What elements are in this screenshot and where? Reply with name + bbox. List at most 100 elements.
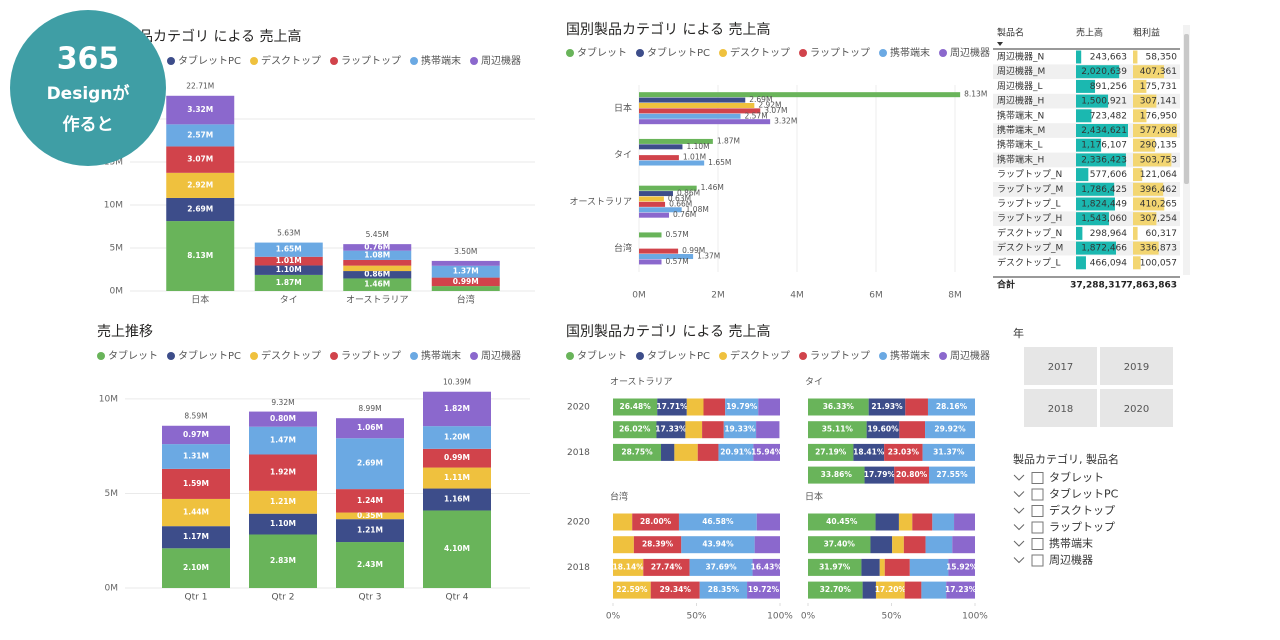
- data-label: 19.60%: [867, 425, 899, 434]
- bar-segment: [922, 443, 975, 461]
- bar-segment: [162, 425, 230, 445]
- checkbox[interactable]: [1031, 554, 1044, 567]
- bar-segment: [633, 536, 682, 554]
- chart-title: 売上推移: [97, 324, 153, 340]
- data-label: 1.08M: [686, 205, 709, 214]
- data-label: 1.17M: [183, 532, 209, 541]
- sort-indicator: [997, 42, 1003, 46]
- year-tile[interactable]: [1100, 347, 1173, 385]
- table-cell: 175,731: [1140, 82, 1177, 92]
- slicer-item[interactable]: ラップトップ: [1049, 521, 1115, 534]
- data-label: 19.33%: [724, 425, 756, 434]
- year-tile[interactable]: [1024, 347, 1097, 385]
- y-tick-label: タイ: [614, 150, 632, 161]
- checkbox[interactable]: [1031, 538, 1044, 550]
- data-bar: [1133, 124, 1177, 137]
- year-option[interactable]: 2020: [1124, 404, 1149, 415]
- checkbox[interactable]: [1031, 521, 1044, 534]
- checkbox[interactable]: [1031, 505, 1044, 517]
- slicer-item[interactable]: 携帯端末: [1049, 536, 1093, 550]
- bar-segment: [875, 581, 905, 599]
- slicer-item[interactable]: タブレット: [1049, 470, 1104, 484]
- bar-segment: [613, 513, 633, 531]
- checkbox[interactable]: [1031, 488, 1044, 501]
- bar: [639, 113, 741, 119]
- y-tick-label: 台湾: [614, 242, 632, 254]
- year-option[interactable]: 2019: [1124, 362, 1149, 373]
- x-tick-label: 100%: [962, 612, 988, 622]
- column-header: 売上高: [1076, 27, 1103, 39]
- x-tick-label: 2M: [711, 291, 725, 301]
- bar-segment: [613, 536, 634, 554]
- legend-swatch: [719, 49, 728, 57]
- legend-swatch: [470, 352, 479, 360]
- slicer-item[interactable]: デスクトップ: [1049, 503, 1115, 517]
- total-label: 5.45M: [366, 230, 389, 239]
- data-bar: [1133, 50, 1138, 64]
- table-cell: ラップトップ_H: [997, 213, 1062, 224]
- bar-segment: [898, 513, 913, 531]
- legend-label: デスクトップ: [261, 349, 321, 362]
- data-label: 1.10M: [686, 142, 709, 151]
- checkbox[interactable]: [1031, 472, 1044, 484]
- bar-segment: [928, 466, 975, 484]
- table-cell: 410,265: [1140, 200, 1177, 210]
- data-label: 29.34%: [660, 585, 692, 594]
- bar: [639, 144, 683, 150]
- data-label: 1.10M: [270, 519, 296, 528]
- bar-segment: [336, 512, 404, 520]
- year-option[interactable]: 2017: [1048, 362, 1073, 373]
- data-label: 1.92M: [270, 468, 296, 477]
- data-bar: [1076, 212, 1109, 226]
- year-option[interactable]: 2018: [1048, 404, 1073, 415]
- data-label: 0.57M: [666, 257, 689, 266]
- bar-segment: [686, 398, 704, 416]
- data-label: 28.39%: [642, 540, 674, 549]
- legend-swatch: [470, 57, 479, 65]
- data-label: 1.44M: [183, 508, 209, 517]
- data-label: 3.32M: [774, 117, 797, 126]
- total-label: 5.63M: [277, 229, 300, 238]
- x-tick-label: 台湾: [457, 294, 475, 306]
- slicer-item[interactable]: タブレットPC: [1049, 487, 1119, 501]
- table-cell: 周辺機器_H: [997, 95, 1044, 107]
- data-label: 1.65M: [276, 245, 302, 254]
- legend-label: 携帯端末: [890, 349, 930, 362]
- data-label: 27.19%: [815, 447, 847, 456]
- table-cell: 1,176,107: [1081, 141, 1127, 151]
- year-tile[interactable]: [1024, 389, 1097, 427]
- bar-segment: [862, 581, 876, 599]
- data-bar: [1133, 138, 1156, 152]
- table-cell: 176,950: [1140, 111, 1177, 121]
- table-cell: 60,317: [1146, 229, 1178, 239]
- total-label: 9.32M: [271, 398, 294, 407]
- data-bar: [1076, 226, 1083, 240]
- y-tick-label: 2020: [567, 518, 590, 528]
- year-tile[interactable]: [1100, 389, 1173, 427]
- legend-swatch: [566, 49, 574, 57]
- data-bar: [1076, 153, 1126, 167]
- total-label: 8.59M: [184, 412, 207, 421]
- slicer-item[interactable]: 周辺機器: [1049, 553, 1093, 567]
- bar-segment: [336, 438, 404, 490]
- bar-segment: [643, 558, 690, 576]
- y-tick-label: 日本: [614, 102, 632, 114]
- panel-title: 日本: [805, 491, 823, 503]
- bar: [639, 155, 679, 161]
- bar: [639, 160, 705, 166]
- bar-segment: [650, 581, 700, 599]
- data-label: 28.00%: [640, 517, 672, 526]
- data-label: 26.02%: [619, 425, 651, 434]
- legend-label: タブレットPC: [647, 46, 710, 59]
- bar-segment: [758, 398, 780, 416]
- slicer-title: 年: [1013, 326, 1024, 340]
- expand-chevron: [1013, 507, 1025, 514]
- bar-segment: [431, 265, 500, 278]
- column-header: 粗利益: [1133, 27, 1160, 39]
- bar-segment: [699, 581, 748, 599]
- bar-segment: [632, 513, 679, 531]
- legend-swatch: [167, 352, 175, 360]
- data-label: 18.41%: [853, 447, 885, 456]
- legend-label: 周辺機器: [481, 349, 521, 362]
- legend-swatch: [410, 57, 419, 65]
